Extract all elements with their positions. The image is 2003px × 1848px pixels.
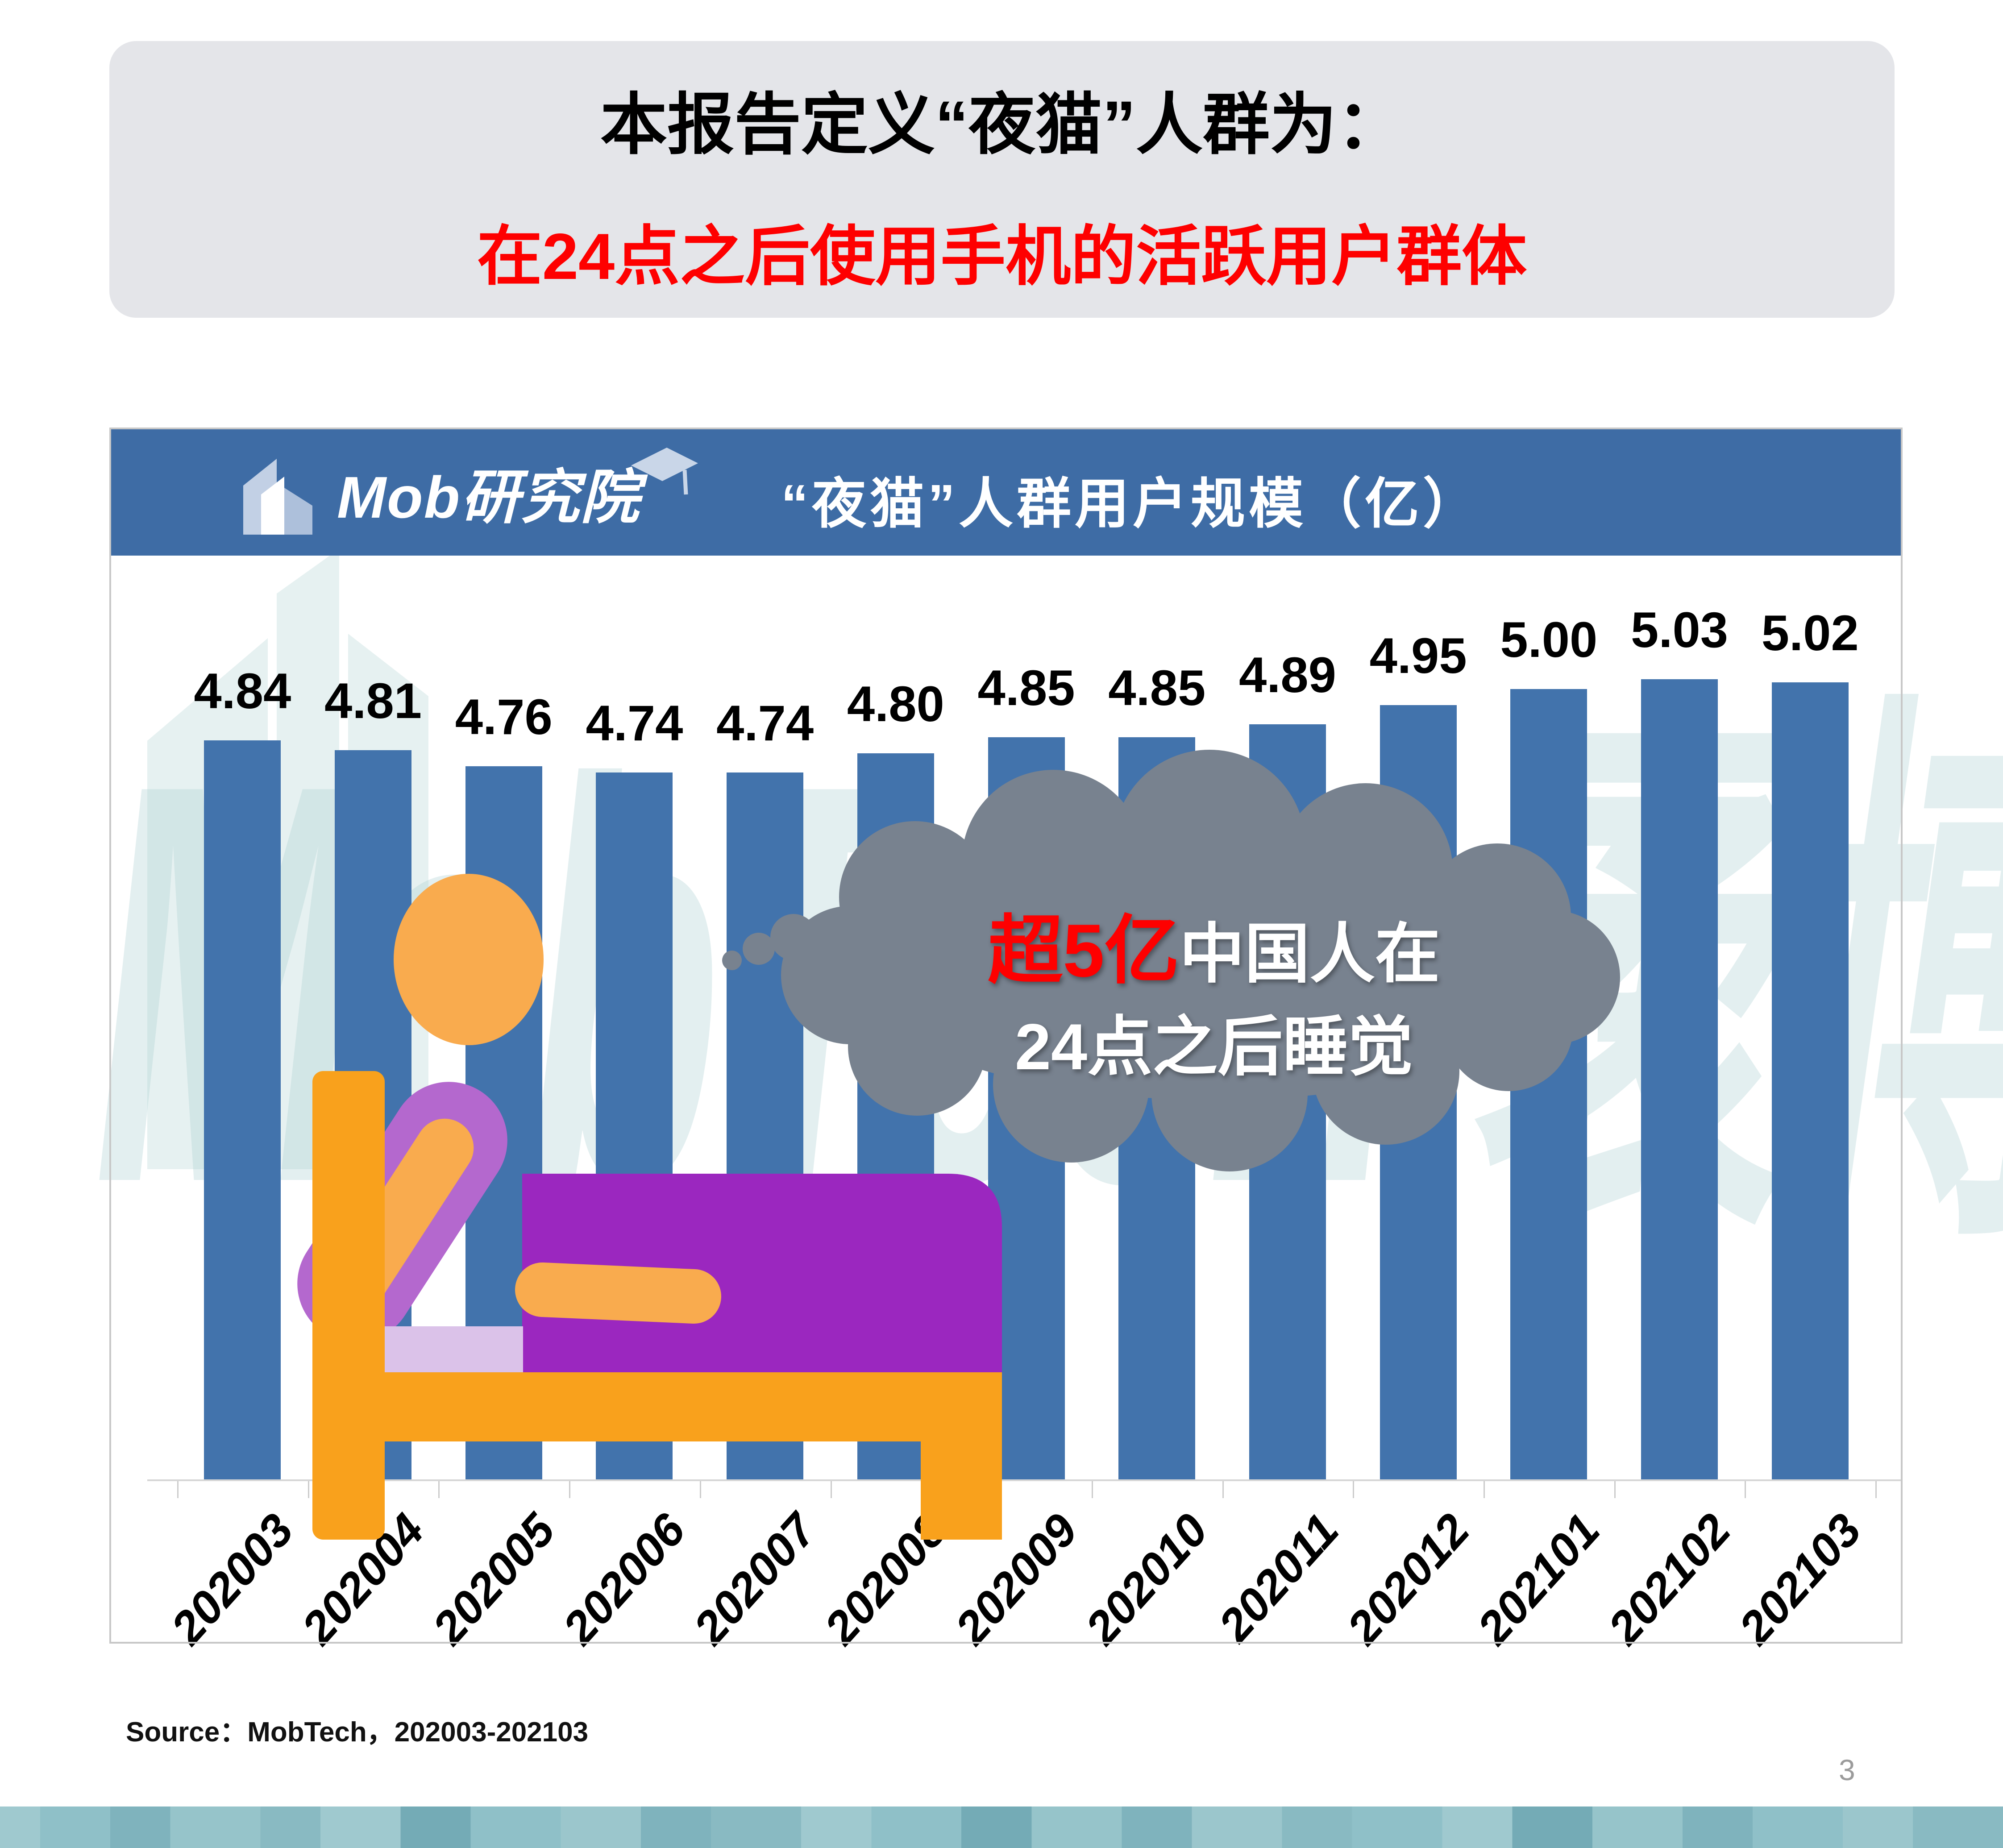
bar-202009 bbox=[988, 737, 1065, 1479]
banner-title-black: 本报告定义“夜猫”人群为： bbox=[600, 87, 1404, 162]
bar-202006 bbox=[596, 772, 673, 1479]
chart-header-bar: Mob研究院 “夜猫”人群用户规模（亿） bbox=[109, 428, 1903, 556]
graduation-cap-icon bbox=[631, 448, 698, 495]
x-axis-tick bbox=[1353, 1481, 1355, 1498]
bar-202102 bbox=[1641, 679, 1718, 1479]
bar-202011 bbox=[1249, 724, 1326, 1479]
x-axis-tick bbox=[438, 1481, 440, 1498]
x-axis-line bbox=[147, 1479, 1901, 1481]
x-axis-tick bbox=[1875, 1481, 1877, 1498]
bar-value-label: 4.81 bbox=[324, 673, 422, 729]
x-axis-tick bbox=[1484, 1481, 1485, 1498]
cloud-line1-rest: 中国人在 bbox=[1179, 918, 1440, 990]
mob-research-logo: Mob研究院 bbox=[234, 445, 702, 539]
bar-value-label: 5.00 bbox=[1500, 611, 1598, 668]
x-axis-tick bbox=[699, 1481, 701, 1498]
bar-value-label: 4.85 bbox=[1108, 660, 1206, 716]
chart-title: “夜猫”人群用户规模（亿） bbox=[781, 473, 1481, 534]
bar-value-label: 4.74 bbox=[716, 695, 814, 751]
bar-202007 bbox=[727, 772, 804, 1479]
x-axis-tick bbox=[830, 1481, 832, 1498]
x-axis-tick bbox=[308, 1481, 309, 1498]
x-axis-tick bbox=[961, 1481, 963, 1498]
source-note: Source：MobTech，202003-202103 bbox=[126, 1717, 589, 1748]
x-axis-tick bbox=[1091, 1481, 1093, 1498]
cloud-callout-line2: 24点之后睡觉 bbox=[1014, 1010, 1413, 1083]
bar-value-label: 5.03 bbox=[1631, 602, 1729, 658]
banner-title-red: 在24点之后使用手机的活跃用户群体 bbox=[477, 220, 1527, 293]
bar-202012 bbox=[1380, 705, 1457, 1479]
page-number: 3 bbox=[1839, 1753, 1855, 1786]
bar-value-label: 4.85 bbox=[977, 660, 1075, 716]
bar-value-label: 4.89 bbox=[1238, 647, 1336, 703]
bar-value-label: 4.84 bbox=[194, 663, 291, 719]
x-axis-tick bbox=[1614, 1481, 1616, 1498]
x-axis-tick bbox=[1222, 1481, 1224, 1498]
bar-value-label: 5.02 bbox=[1761, 605, 1859, 661]
bar-value-label: 4.80 bbox=[847, 676, 944, 732]
bar-value-label: 4.95 bbox=[1369, 627, 1467, 684]
bar-202008 bbox=[857, 753, 934, 1479]
x-axis-tick bbox=[177, 1481, 179, 1498]
bar-202004 bbox=[335, 750, 412, 1479]
cloud-callout: 超5亿中国人在 24点之后睡觉 bbox=[848, 910, 1580, 1087]
bar-202010 bbox=[1118, 737, 1196, 1479]
logo-text: Mob研究院 bbox=[337, 464, 640, 530]
x-axis-tick bbox=[569, 1481, 571, 1498]
cloud-highlight: 超5亿 bbox=[988, 909, 1180, 993]
footer-strip bbox=[0, 1806, 2003, 1848]
cloud-callout-line1: 超5亿中国人在 bbox=[848, 910, 1580, 994]
bar-202103 bbox=[1771, 682, 1849, 1479]
definition-banner: 本报告定义“夜猫”人群为： 在24点之后使用手机的活跃用户群体 bbox=[109, 41, 1895, 318]
bar-202005 bbox=[465, 766, 542, 1479]
bar-value-label: 4.76 bbox=[455, 689, 553, 745]
bar-202003 bbox=[204, 740, 281, 1479]
x-axis-tick bbox=[1745, 1481, 1746, 1498]
mob-building-icon bbox=[243, 459, 312, 535]
bar-value-label: 4.74 bbox=[586, 695, 683, 751]
